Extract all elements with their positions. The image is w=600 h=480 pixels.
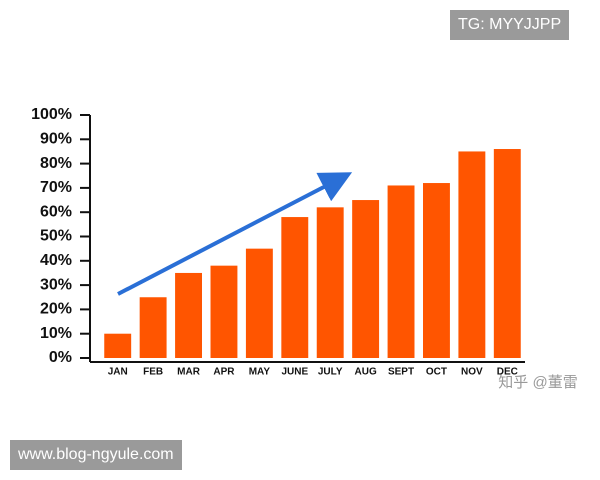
bar xyxy=(352,200,380,358)
bar xyxy=(104,333,132,358)
y-tick-label: 60% xyxy=(40,203,72,220)
x-tick-label: JAN xyxy=(108,367,128,378)
y-tick-label: 30% xyxy=(40,276,72,293)
y-tick-label: 50% xyxy=(40,228,72,245)
x-tick-label: JULY xyxy=(318,367,343,378)
bar xyxy=(423,183,450,358)
x-tick-label: MAY xyxy=(249,367,271,378)
bar xyxy=(139,297,167,358)
bar xyxy=(316,207,344,358)
y-tick-label: 20% xyxy=(40,301,72,318)
y-tick-label: 0% xyxy=(49,349,72,366)
bar xyxy=(458,151,486,358)
x-tick-label: NOV xyxy=(461,367,483,378)
bar xyxy=(210,265,238,358)
bar xyxy=(245,248,273,358)
y-tick-label: 80% xyxy=(40,155,72,172)
x-tick-label: FEB xyxy=(143,367,163,378)
bottom-watermark: www.blog-ngyule.com xyxy=(10,440,182,470)
x-tick-label: DEC xyxy=(497,367,518,378)
bar xyxy=(387,185,415,358)
trend-arrow xyxy=(117,172,353,296)
y-tick-label: 70% xyxy=(40,179,72,196)
x-tick-label: SEPT xyxy=(388,367,414,378)
bar xyxy=(281,217,309,358)
source-watermark: 知乎 @董雷 xyxy=(498,374,577,391)
bar xyxy=(175,272,202,358)
top-watermark: TG: MYYJJPP xyxy=(450,10,570,40)
y-tick-label: 40% xyxy=(40,252,72,269)
x-tick-label: OCT xyxy=(426,367,447,378)
x-tick-label: JUNE xyxy=(281,367,308,378)
y-tick-label: 90% xyxy=(40,131,72,148)
y-tick-label: 10% xyxy=(40,325,72,342)
x-tick-label: MAR xyxy=(177,367,201,378)
bar xyxy=(493,149,521,358)
x-tick-label: APR xyxy=(213,367,235,378)
y-tick-label: 100% xyxy=(31,106,72,123)
x-tick-label: AUG xyxy=(355,367,377,378)
